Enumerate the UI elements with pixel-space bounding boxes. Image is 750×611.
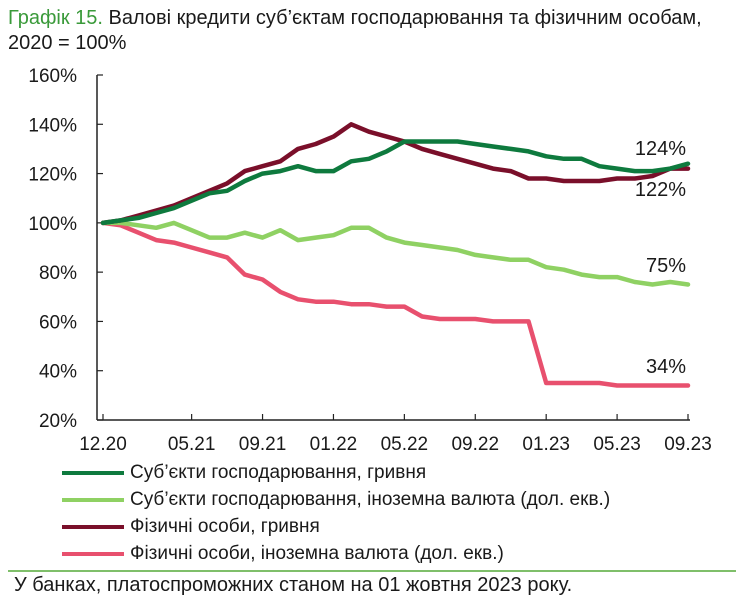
end-value-label: 122% — [635, 179, 686, 201]
y-tick-label: 120% — [28, 165, 77, 186]
legend-swatch — [62, 470, 124, 475]
series-line — [100, 220, 691, 388]
x-tick-label: 09.23 — [664, 434, 712, 455]
legend-swatch — [62, 524, 124, 529]
x-tick-label: 05.23 — [593, 434, 641, 455]
series-line — [100, 220, 691, 287]
chart-title: Графік 15. Валові кредити суб’єктам госп… — [8, 6, 708, 56]
x-tick-label: 05.22 — [381, 434, 429, 455]
legend-item: Суб’єкти господарювання, іноземна валюта… — [62, 486, 610, 513]
end-value-label: 75% — [646, 255, 686, 277]
legend-swatch — [62, 551, 124, 556]
y-tick-label: 80% — [39, 263, 77, 284]
legend-label: Суб’єкти господарювання, іноземна валюта… — [130, 488, 611, 510]
legend-label: Суб’єкти господарювання, гривня — [130, 461, 427, 483]
end-value-label: 124% — [635, 138, 686, 160]
y-tick-label: 20% — [39, 411, 77, 432]
x-tick-label: 01.23 — [522, 434, 570, 455]
legend-label: Фізичні особи, іноземна валюта (дол. екв… — [130, 542, 504, 564]
x-tick-label: 01.22 — [310, 434, 358, 455]
legend-item: Суб’єкти господарювання, гривня — [62, 459, 610, 486]
x-tick-label: 09.22 — [451, 434, 499, 455]
y-tick-label: 60% — [39, 312, 77, 333]
legend-swatch — [62, 497, 124, 502]
legend-label: Фізичні особи, гривня — [130, 515, 320, 537]
x-tick-label: 12.20 — [79, 434, 127, 455]
series-line — [100, 122, 691, 226]
footer-note: У банках, платоспроможних станом на 01 ж… — [14, 574, 573, 596]
end-value-label: 34% — [646, 356, 686, 378]
legend: Суб’єкти господарювання, гривня Суб’єкти … — [62, 459, 610, 567]
y-tick-label: 100% — [28, 214, 77, 235]
y-tick-label: 140% — [28, 115, 77, 136]
x-tick-label: 09.21 — [239, 434, 287, 455]
legend-item: Фізичні особи, іноземна валюта (дол. екв… — [62, 540, 610, 567]
series-line — [100, 139, 691, 226]
y-tick-label: 160% — [28, 66, 77, 87]
figure-label: Графік 15. — [8, 7, 103, 29]
title-text: Валові кредити суб’єктам господарювання … — [8, 7, 702, 54]
legend-item: Фізичні особи, гривня — [62, 513, 610, 540]
y-tick-label: 40% — [39, 362, 77, 383]
footer-divider — [8, 570, 736, 572]
x-tick-label: 05.21 — [168, 434, 216, 455]
